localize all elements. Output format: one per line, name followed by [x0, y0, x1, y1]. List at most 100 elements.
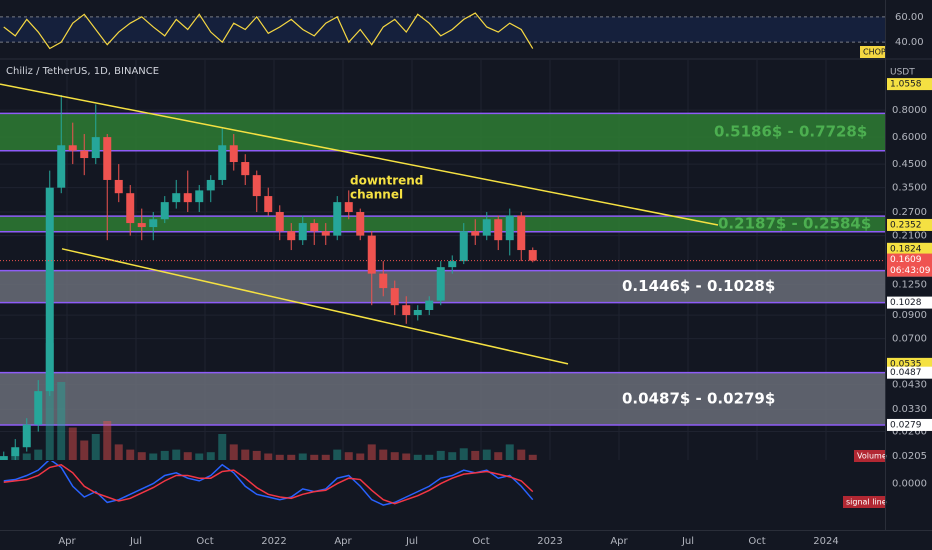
volume-bar — [425, 454, 434, 460]
volume-bar — [229, 444, 238, 460]
y-tick-label: 0.3500 — [892, 183, 927, 194]
zone-label: 0.1446$ - 0.1028$ — [622, 277, 775, 295]
volume-bar — [517, 449, 526, 460]
volume-bar — [528, 454, 537, 460]
volume-bar — [206, 452, 215, 460]
zone-label: 0.2187$ - 0.2584$ — [718, 214, 871, 232]
volume-bar — [252, 450, 261, 460]
macd-line — [3, 463, 534, 505]
candle-body — [275, 212, 284, 232]
volume-bar — [413, 454, 422, 460]
zone-price-box — [887, 366, 932, 379]
candle-body — [528, 250, 537, 261]
volume-bar — [367, 444, 376, 460]
candle-body — [57, 145, 66, 188]
annotation: channel — [350, 188, 403, 202]
candle-body — [505, 215, 514, 241]
candle-body — [11, 447, 20, 457]
macd-legend-box — [843, 496, 885, 508]
candle-body — [45, 187, 54, 392]
trendline — [61, 248, 569, 365]
zone-price-box — [887, 418, 932, 431]
chop-legend: CHOP — [863, 48, 886, 57]
x-tick-label: Jul — [681, 536, 694, 547]
x-tick-label: 2022 — [261, 536, 286, 547]
zone — [0, 113, 885, 151]
volume-bar — [264, 453, 273, 460]
volume-bar — [218, 434, 227, 460]
x-tick-label: Apr — [58, 536, 76, 547]
trendline — [0, 83, 719, 226]
candle-body — [379, 273, 388, 289]
candle-body — [264, 196, 273, 213]
candle-body — [390, 288, 399, 306]
candle-body — [402, 305, 411, 316]
x-tick-label: Oct — [748, 536, 765, 547]
candle-body — [195, 190, 204, 203]
zone-price: 0.0279 — [890, 420, 922, 430]
zone — [0, 372, 885, 425]
volume-bar — [494, 452, 503, 460]
candle-body — [333, 202, 342, 236]
volume-bar — [137, 452, 146, 460]
candle-body — [206, 179, 215, 191]
chop-legend-box — [860, 46, 885, 58]
volume-bar — [57, 382, 66, 460]
y-tick-label: 0.0700 — [892, 334, 927, 345]
volume-bar — [68, 427, 77, 460]
volume-bar — [402, 453, 411, 460]
symbol-title: Chiliz / TetherUS, 1D, BINANCE — [6, 66, 159, 77]
x-tick-label: Apr — [334, 536, 352, 547]
candle-body — [126, 193, 135, 224]
volume-bar — [471, 450, 480, 460]
volume-bar — [160, 450, 169, 460]
volume-bar — [126, 449, 135, 460]
candle-body — [0, 456, 8, 460]
x-tick-label: 2023 — [537, 536, 562, 547]
axes: 0.8000 0.6000 0.4500 0.3500 0.2700 0.2100 0.12… — [58, 12, 932, 547]
candle-body — [34, 391, 43, 425]
candle-body — [356, 212, 365, 236]
volume-bar — [344, 452, 353, 460]
zone-label: 0.0487$ - 0.0279$ — [622, 389, 775, 407]
candle-body — [287, 231, 296, 241]
volume-bar — [149, 453, 158, 460]
candle-body — [229, 145, 238, 163]
last-price-box — [887, 253, 932, 277]
candle-body — [22, 424, 31, 448]
volume-bar — [22, 453, 31, 460]
trendline-price: 0.0535 — [890, 359, 922, 369]
x-tick-label: Jul — [405, 536, 418, 547]
volume-bar — [356, 453, 365, 460]
candle-body — [91, 137, 100, 159]
macd-tick-label: 0.0205 — [892, 451, 927, 462]
volume-bar — [379, 449, 388, 460]
chop-line — [3, 12, 534, 50]
chop-tick-label: 40.00 — [895, 37, 924, 48]
candle-body — [241, 162, 250, 176]
trendline-price-box — [887, 78, 932, 91]
y-tick-label: 0.4500 — [892, 159, 927, 170]
candle-body — [218, 145, 227, 180]
zone — [0, 216, 885, 232]
candle-body — [298, 223, 307, 241]
volume-bar — [448, 452, 457, 460]
candle-body — [494, 219, 503, 241]
y-tick-label: 0.2700 — [892, 207, 927, 218]
candle-body — [183, 193, 192, 203]
trendline-price: 1.0558 — [890, 80, 922, 90]
chop-band — [0, 16, 885, 43]
candle-body — [149, 219, 158, 228]
volume-bar — [275, 454, 284, 460]
candle-body — [459, 231, 468, 262]
candle-body — [252, 175, 261, 197]
macd-line — [3, 461, 534, 506]
trendline-price: 0.2352 — [890, 220, 922, 230]
annotation: downtrend — [350, 174, 423, 188]
trendline-price: 0.1824 — [890, 244, 922, 254]
candle-body — [344, 202, 353, 213]
volume-bar — [241, 449, 250, 460]
x-tick-label: 2024 — [813, 536, 838, 547]
zone-price-box — [887, 296, 932, 309]
